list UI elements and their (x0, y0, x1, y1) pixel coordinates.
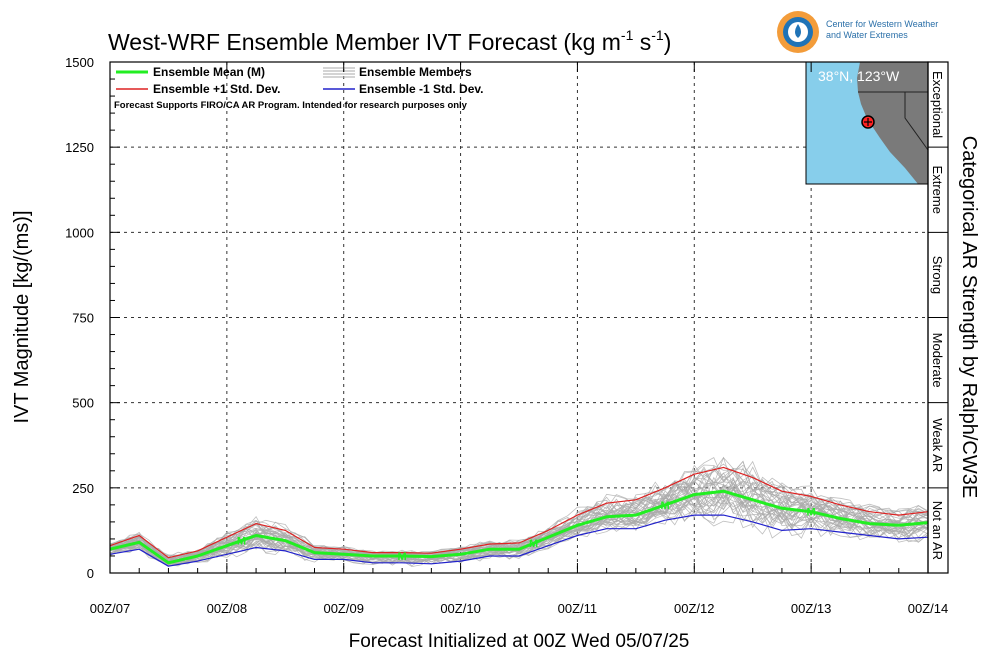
title-sup2: -1 (651, 27, 664, 43)
legend: Ensemble Mean (M) Ensemble Members Ensem… (114, 65, 483, 111)
cw3e-logo: Center for Western Weather and Water Ext… (777, 11, 938, 53)
x-tick-label: 00Z/09 (323, 601, 363, 616)
category-axis-title: Categorical AR Strength by Ralph/CW3E (958, 136, 980, 498)
legend-minus-label: Ensemble -1 Std. Dev. (359, 82, 483, 96)
x-tick-label: 00Z/08 (207, 601, 247, 616)
mean-marker-m: M (237, 536, 246, 548)
chart-title: West-WRF Ensemble Member IVT Forecast (k… (108, 27, 671, 55)
logo-line1: Center for Western Weather (826, 19, 938, 29)
logo-line2: and Water Extremes (826, 30, 908, 40)
title-mid: s (633, 29, 651, 55)
legend-mean-label: Ensemble Mean (M) (153, 65, 265, 79)
location-map: 38°N, 123°W (805, 61, 929, 185)
mean-marker-m: M (398, 551, 407, 563)
plus-std-line (109, 466, 929, 559)
title-main: West-WRF Ensemble Member IVT Forecast (k… (108, 29, 621, 55)
y-tick-label: 1500 (65, 55, 94, 70)
ensemble-member-line (109, 464, 929, 563)
map-coord-label: 38°N, 123°W (818, 68, 900, 84)
mean-marker-m: M (529, 538, 538, 550)
x-tick-label: 00Z/10 (440, 601, 480, 616)
x-tick-label: 00Z/13 (791, 601, 831, 616)
x-tick-label: 00Z/07 (90, 601, 130, 616)
ensemble-mean-line (109, 489, 929, 565)
mean-marker-m: M (807, 507, 816, 519)
category-band-label: Exceptional (930, 71, 945, 138)
category-band-label: Strong (930, 256, 945, 294)
x-tick-label: 00Z/14 (908, 601, 948, 616)
ensemble-stat-lines (109, 466, 929, 567)
x-axis-label: Forecast Initialized at 00Z Wed 05/07/25 (349, 631, 690, 652)
y-tick-label: 750 (72, 311, 94, 326)
legend-members-label: Ensemble Members (359, 65, 472, 79)
legend-note: Forecast Supports FIRO/CA AR Program. In… (114, 100, 468, 111)
x-tick-label: 00Z/12 (674, 601, 714, 616)
y-tick-label: 250 (72, 481, 94, 496)
category-band-label: Extreme (930, 166, 945, 214)
legend-members-swatch (323, 67, 355, 78)
ensemble-member-line (109, 484, 929, 565)
ensemble-member-line (109, 492, 929, 565)
y-tick-label: 1000 (65, 225, 94, 240)
mean-marker-m: M (660, 500, 669, 512)
y-tick-label: 1250 (65, 140, 94, 155)
category-bands: Exceptional Extreme Strong Moderate Weak AR N… (927, 61, 949, 574)
ensemble-member-line (109, 477, 929, 565)
y-tick-label: 0 (87, 566, 94, 581)
y-axis-label: IVT Magnitude [kg/(ms)] (11, 210, 33, 423)
minus-std-line (109, 514, 929, 567)
title-sup1: -1 (621, 27, 634, 43)
category-band-label: Not an AR (930, 501, 945, 560)
mean-markers: M M M M M (237, 500, 816, 563)
x-tick-label: 00Z/11 (558, 601, 598, 616)
y-tick-label: 500 (72, 396, 94, 411)
grid (110, 62, 928, 573)
title-end: ) (664, 29, 672, 55)
map-state-border (858, 91, 929, 151)
ensemble-member-line (109, 485, 929, 564)
axes: 00Z/07 00Z/08 00Z/09 00Z/10 00Z/11 00Z/12 00Z/… (65, 55, 948, 616)
legend-plus-label: Ensemble +1 Std. Dev. (153, 82, 281, 96)
category-band-label: Weak AR (930, 418, 945, 472)
category-band-label: Moderate (930, 333, 945, 388)
